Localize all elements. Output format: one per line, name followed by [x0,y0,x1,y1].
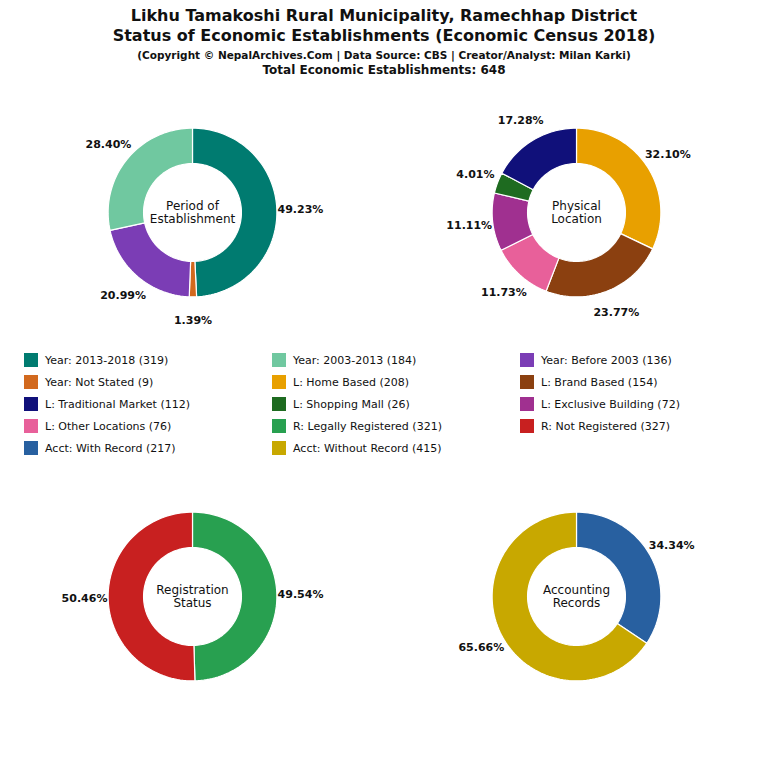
html-text:(Copyright © NepalArchives.Com: (Copyright © NepalArchives.Com | Data So… [137,49,631,61]
svg-text:28.40%: 28.40% [86,138,132,151]
svg-text:23.77%: 23.77% [593,306,639,319]
svg-text:RegistrationStatus: RegistrationStatus [156,583,228,610]
html-text:Total Economic Establishments:: Total Economic Establishments: 648 [262,63,506,77]
svg-text:20.99%: 20.99% [100,289,146,302]
svg-text:AccountingRecords: AccountingRecords [543,583,610,610]
svg-text:1.39%: 1.39% [174,314,212,327]
html-text:Year: 2013-2018 (319): Year: 2013-2018 (319) [45,353,169,367]
html-text:L: Other Locations (76): L: Other Locations (76) [45,419,172,433]
html-text:Year: Not Stated (9): Year: Not Stated (9) [45,375,154,389]
html-text:L: Home Based (208): L: Home Based (208) [293,375,410,389]
html-text:R: Legally Registered (321): R: Legally Registered (321) [293,419,442,433]
html-text:L: Exclusive Building (72): L: Exclusive Building (72) [541,397,680,411]
svg-text:50.46%: 50.46% [62,592,108,605]
svg-text:4.01%: 4.01% [456,168,494,181]
html-text:Likhu Tamakoshi Rural Municipa: Likhu Tamakoshi Rural Municipality, Rame… [112,6,656,45]
html-text:L: Shopping Mall (26): L: Shopping Mall (26) [293,397,410,411]
svg-text:11.11%: 11.11% [446,219,492,232]
html-text:R: Not Registered (327): R: Not Registered (327) [541,419,671,433]
svg-text:34.34%: 34.34% [649,539,695,552]
svg-text:11.73%: 11.73% [481,286,527,299]
svg-text:Period ofEstablishment: Period ofEstablishment [150,199,236,226]
html-text:L: Brand Based (154): L: Brand Based (154) [541,375,658,389]
svg-text:32.10%: 32.10% [645,148,691,161]
svg-text:65.66%: 65.66% [458,641,504,654]
html-text:Year: Before 2003 (136): Year: Before 2003 (136) [541,353,672,367]
html-text:Acct: Without Record (415): Acct: Without Record (415) [293,441,442,455]
svg-text:49.23%: 49.23% [278,203,324,216]
html-text:L: Traditional Market (112): L: Traditional Market (112) [45,397,190,411]
html-text:Acct: With Record (217): Acct: With Record (217) [45,441,176,455]
svg-text:PhysicalLocation: PhysicalLocation [551,199,602,226]
svg-text:49.54%: 49.54% [278,588,324,601]
html-text:Year: 2003-2013 (184): Year: 2003-2013 (184) [293,353,417,367]
svg-text:17.28%: 17.28% [498,114,544,127]
